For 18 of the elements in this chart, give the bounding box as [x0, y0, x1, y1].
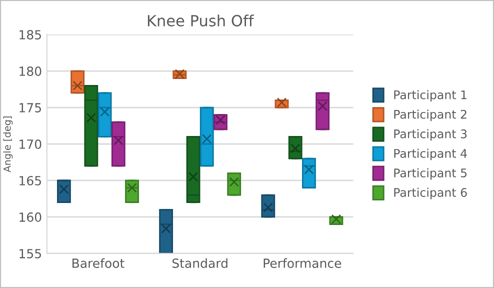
legend-label: Participant 6	[394, 188, 467, 200]
y-tick-label: 175	[20, 103, 41, 112]
legend-label: Participant 5	[394, 168, 467, 180]
legend-label: Participant 3	[394, 129, 467, 141]
legend-label: Participant 4	[394, 148, 467, 160]
legend-label: Participant 2	[394, 110, 466, 122]
legend-label: Participant 1	[394, 90, 466, 102]
x-tick-label: Performance	[264, 258, 342, 268]
y-tick-label: 170	[20, 139, 42, 149]
y-tick-label: 155	[20, 249, 41, 258]
y-tick-label: 165	[20, 176, 41, 186]
y-tick-label: 185	[20, 30, 41, 40]
x-tick-label: Barefoot	[72, 258, 124, 268]
chart-title: Knee Push Off	[148, 14, 254, 26]
y-axis-title: Angle [deg]	[3, 116, 13, 172]
y-tick-label: 180	[20, 66, 42, 76]
x-tick-label: Standard	[172, 258, 228, 268]
y-tick-label: 160	[20, 212, 42, 222]
